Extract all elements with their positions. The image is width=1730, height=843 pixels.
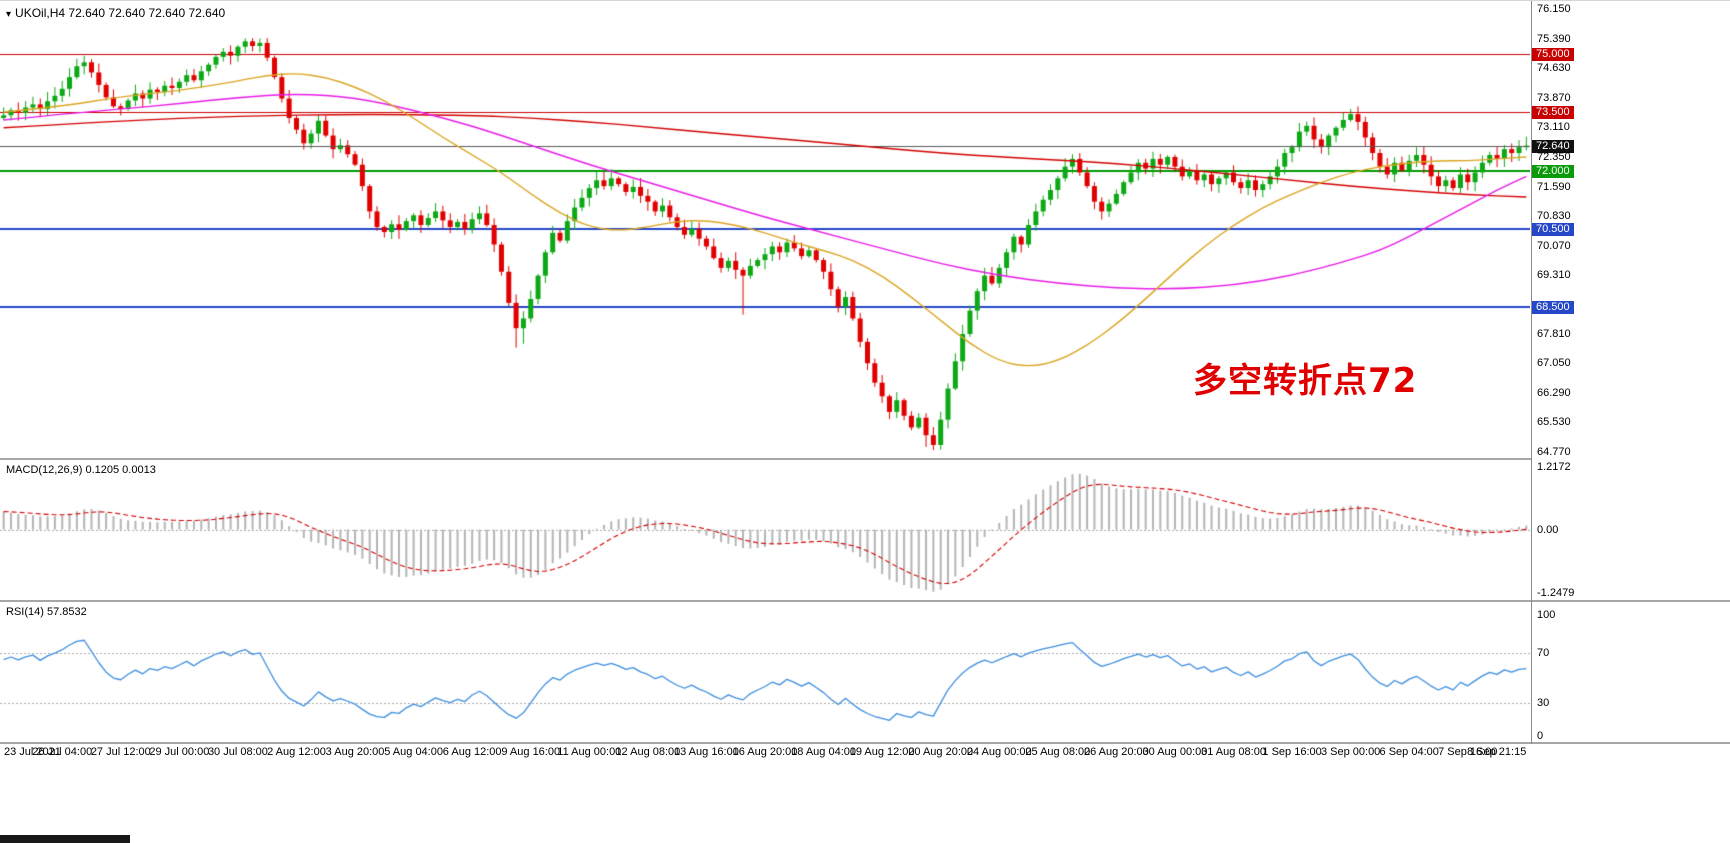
price-level-badge: 73.500: [1532, 106, 1574, 119]
time-axis-label: 23 Jul 2021: [4, 746, 61, 758]
rsi-axis-label: 100: [1537, 609, 1556, 621]
price-axis-label: 71.590: [1537, 181, 1571, 193]
panel-separator[interactable]: [0, 742, 1730, 744]
time-axis-label: 7 Sep 16:00: [1438, 746, 1498, 758]
panel-separator[interactable]: [0, 458, 1730, 460]
time-axis-label: 16 Aug 20:00: [732, 746, 798, 758]
rsi-axis-label: 0: [1537, 730, 1544, 742]
time-axis-label: 3 Aug 20:00: [325, 746, 385, 758]
time-axis-label: 6 Sep 04:00: [1379, 746, 1439, 758]
time-axis-label: 30 Aug 00:00: [1142, 746, 1208, 758]
time-axis-label: 19 Aug 12:00: [849, 746, 915, 758]
price-level-badge: 68.500: [1532, 301, 1574, 314]
macd-axis[interactable]: 1.2172 0.00 -1.2479: [1531, 461, 1730, 600]
price-axis-label: 67.050: [1537, 357, 1571, 369]
time-axis-label: 12 Aug 08:00: [615, 746, 681, 758]
rsi-axis[interactable]: 100 70 30 0: [1531, 603, 1730, 742]
rsi-title: RSI(14): [6, 606, 44, 618]
chart-title: ▾ UKOil,H4 72.640 72.640 72.640 72.640: [6, 6, 225, 20]
time-axis-label: 24 Aug 00:00: [966, 746, 1032, 758]
macd-title: MACD(12,26,9): [6, 464, 83, 476]
price-axis-label: 66.290: [1537, 387, 1571, 399]
price-axis-label: 76.150: [1537, 3, 1571, 15]
time-axis-label: 8 Sep 21:15: [1466, 746, 1527, 758]
price-chart-canvas[interactable]: [0, 1, 1530, 458]
price-axis-label: 73.110: [1537, 121, 1570, 133]
price-level-badge: 70.500: [1532, 223, 1574, 236]
price-axis[interactable]: 76.150 75.390 75.000 74.630 73.870 73.500 73.1…: [1531, 1, 1730, 460]
rsi-axis-label: 70: [1537, 647, 1550, 659]
axis-border: [1531, 1, 1532, 744]
time-axis-label: 3 Sep 00:00: [1320, 746, 1381, 758]
chart-annotation-text[interactable]: 多空转折点72: [1193, 361, 1418, 401]
macd-axis-label: -1.2479: [1537, 587, 1575, 599]
rsi-axis-label: 30: [1537, 697, 1550, 709]
macd-panel-canvas[interactable]: [0, 461, 1530, 600]
price-level-badge: 75.000: [1532, 48, 1574, 61]
rsi-indicator-label: RSI(14) 57.8532: [6, 606, 87, 618]
time-axis-label: 2 Aug 12:00: [267, 746, 326, 758]
time-axis-label: 13 Aug 16:00: [674, 746, 739, 758]
price-axis-label: 74.630: [1537, 62, 1571, 74]
price-level-badge: 72.640: [1532, 140, 1574, 153]
price-axis-label: 75.390: [1537, 33, 1571, 45]
symbol-dropdown-icon[interactable]: ▾: [6, 9, 12, 20]
time-axis-label: 9 Aug 16:00: [501, 746, 561, 758]
panel-separator[interactable]: [0, 600, 1730, 602]
time-axis-label: 30 Jul 08:00: [207, 746, 268, 758]
rsi-panel-canvas[interactable]: [0, 603, 1530, 742]
macd-values: 0.1205 0.0013: [85, 464, 156, 476]
price-axis-label: 72.350: [1537, 151, 1571, 163]
macd-indicator-label: MACD(12,26,9) 0.1205 0.0013: [6, 464, 156, 476]
ohlc-values: 72.640 72.640 72.640 72.640: [68, 6, 226, 20]
time-axis-label: 5 Aug 04:00: [384, 746, 443, 758]
time-axis-label: 20 Aug 20:00: [908, 746, 974, 758]
time-axis-label: 25 Aug 08:00: [1025, 746, 1091, 758]
price-axis-label: 67.810: [1537, 328, 1571, 340]
macd-axis-label: 0.00: [1537, 524, 1559, 536]
time-axis-label: 26 Aug 20:00: [1083, 746, 1149, 758]
time-axis-label: 26 Jul 04:00: [32, 746, 93, 758]
macd-axis-label: 1.2172: [1537, 461, 1571, 473]
rsi-value: 57.8532: [46, 606, 87, 618]
price-axis-label: 70.070: [1537, 240, 1571, 252]
time-axis-label: 11 Aug 00:00: [557, 746, 622, 758]
time-axis-label: 29 Jul 00:00: [149, 746, 210, 758]
time-axis-label: 6 Aug 12:00: [442, 746, 502, 758]
time-axis-label: 1 Sep 16:00: [1262, 746, 1322, 758]
price-axis-label: 69.310: [1537, 269, 1571, 281]
price-axis-label: 73.870: [1537, 92, 1571, 104]
time-axis-label: 31 Aug 08:00: [1201, 746, 1266, 758]
price-axis-label: 64.770: [1537, 446, 1571, 458]
price-axis-label: 65.530: [1537, 416, 1571, 428]
taskbar-fragment: [0, 835, 130, 843]
price-axis-label: 70.830: [1537, 210, 1571, 222]
price-level-badge: 72.000: [1532, 165, 1574, 178]
symbol-timeframe-label: UKOil,H4: [15, 6, 66, 20]
time-axis-label: 18 Aug 04:00: [791, 746, 856, 758]
time-axis[interactable]: 23 Jul 2021 26 Jul 04:00 27 Jul 12:00 29 Ju…: [0, 746, 1730, 762]
time-axis-label: 27 Jul 12:00: [90, 746, 151, 758]
